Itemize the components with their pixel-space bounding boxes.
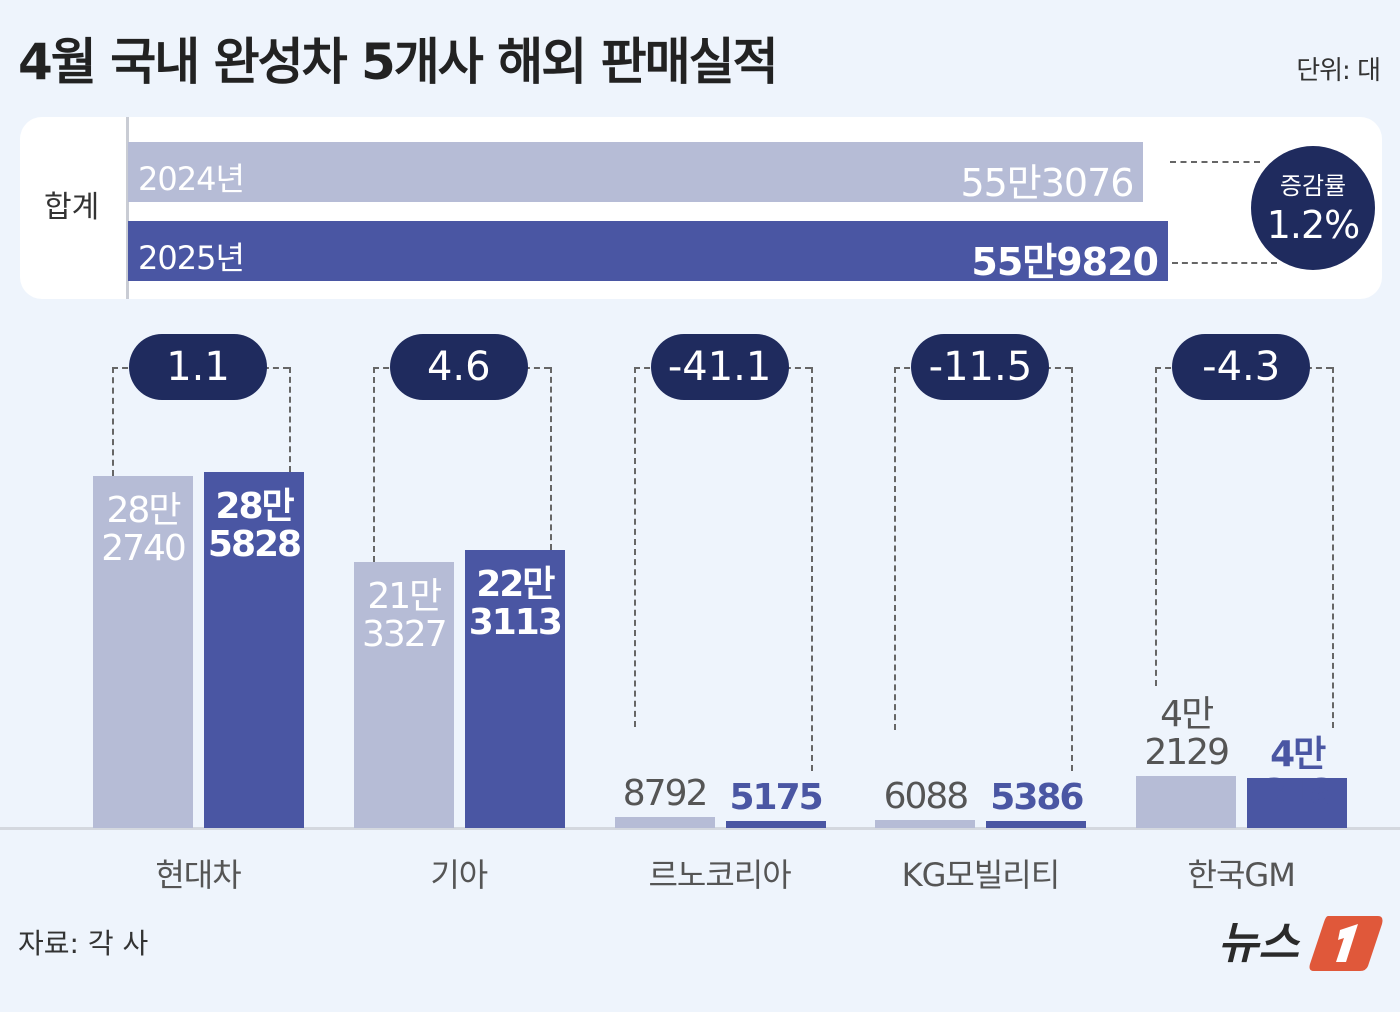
change-pill: 1.1 (129, 334, 267, 400)
dashed-connector (894, 367, 897, 731)
change-pill: -4.3 (1172, 334, 1311, 400)
data-label-line: 22만 (476, 564, 555, 606)
bar-2025 (464, 550, 565, 828)
category-label: 기아 (430, 856, 488, 894)
bar-2025 (725, 821, 826, 828)
total-value-2024: 55만3076 (960, 161, 1134, 205)
bar-2024 (353, 562, 454, 828)
change-pill: -11.5 (911, 334, 1050, 400)
dashed-connector (372, 367, 375, 563)
data-label-line: 4만 (1160, 693, 1214, 735)
data-label: 6088 (865, 778, 985, 816)
change-pill: -41.1 (650, 334, 789, 400)
page-title: 4월 국내 완성차 5개사 해외 판매실적 (18, 33, 779, 91)
dashed-connector (549, 367, 552, 551)
data-label-line: 5175 (729, 777, 823, 818)
data-label-line: 5386 (990, 777, 1084, 818)
category-label: 현대차 (155, 856, 241, 894)
change-rate-badge: 증감률 1.2% (1251, 146, 1375, 270)
category-label: 르노코리아 (648, 856, 791, 894)
bar-2025 (986, 821, 1087, 828)
bar-2024 (93, 475, 193, 828)
dashed-connector (1155, 367, 1158, 686)
svg-text:뉴스: 뉴스 (1218, 918, 1300, 969)
total-year-2025: 2025년 (138, 239, 245, 277)
dashed-connector (112, 367, 114, 476)
source-note: 자료: 각 사 (18, 927, 149, 960)
data-label: 5386 (976, 779, 1096, 817)
change-pill: 4.6 (389, 334, 528, 400)
total-year-2024: 2024년 (138, 160, 245, 198)
data-label-line: 28만 (215, 486, 294, 527)
data-label: 5175 (716, 779, 836, 817)
data-label: 28만 2740 (83, 489, 203, 569)
total-value-2025: 55만9820 (971, 240, 1159, 284)
dashed-connector (810, 367, 813, 771)
category-label: KG모빌리티 (901, 856, 1061, 894)
totals-label: 합계 (44, 190, 100, 225)
bar-2024 (875, 820, 976, 828)
total-bar-2024: 2024년 55만3076 (128, 142, 1144, 205)
data-label: 22만 3113 (455, 566, 575, 642)
data-label-line: 2740 (101, 527, 187, 569)
data-label-line: 3327 (361, 614, 448, 656)
news1-logo: 뉴스 (1218, 916, 1383, 971)
dashed-connector (1170, 161, 1260, 163)
data-label-line: 2129 (1144, 731, 1230, 773)
baseline (0, 827, 1400, 830)
data-label-line: 21만 (367, 576, 442, 618)
data-label-line: 4만318 (1262, 733, 1334, 813)
data-label: 4만 2129 (1126, 693, 1246, 773)
bar-2025 (204, 472, 304, 828)
data-label: 28만 5828 (194, 488, 314, 564)
dashed-connector (633, 367, 636, 728)
bar-2024 (1136, 775, 1237, 828)
change-rate-label: 증감률 (1279, 172, 1347, 200)
data-label-line: 28만 (106, 489, 182, 531)
data-label: 4만318 (1237, 733, 1357, 813)
data-label-line: 8792 (622, 773, 709, 815)
dashed-connector (1332, 367, 1335, 728)
bar-2024 (614, 817, 715, 828)
dashed-connector (289, 367, 291, 472)
change-rate-value: 1.2% (1266, 203, 1361, 247)
total-bar-2025: 2025년 55만9820 (128, 221, 1168, 284)
data-label-line: 5828 (207, 524, 302, 565)
divider (126, 117, 129, 299)
dashed-connector (1172, 262, 1277, 264)
unit-label: 단위: 대 (1296, 56, 1381, 86)
category-label: 한국GM (1187, 856, 1296, 894)
data-label-line: 6088 (883, 776, 970, 818)
data-label: 8792 (605, 775, 725, 813)
data-label: 21만 3327 (344, 578, 464, 654)
data-label-line: 3113 (468, 602, 563, 644)
dashed-connector (1071, 367, 1074, 771)
bar-2025 (1247, 777, 1348, 828)
